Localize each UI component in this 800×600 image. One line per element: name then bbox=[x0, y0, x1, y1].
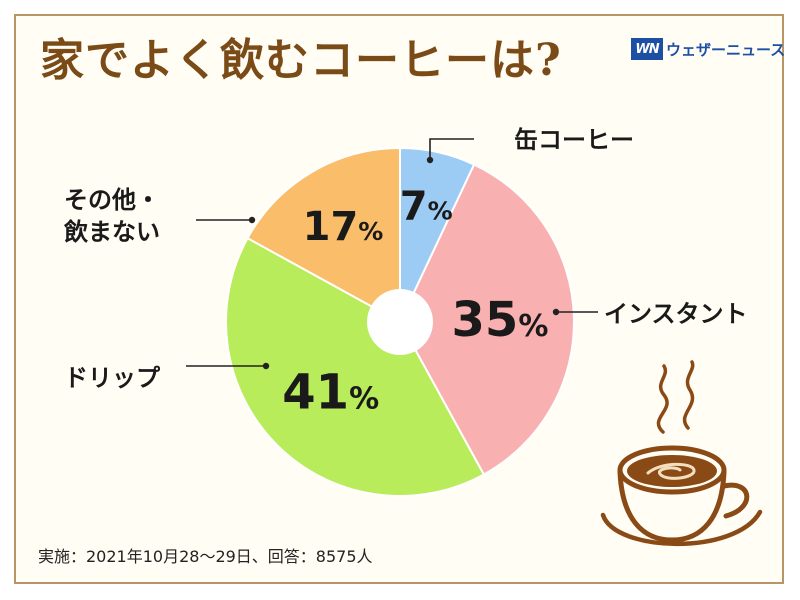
weathernews-logo-mark: WN bbox=[631, 38, 663, 60]
leader-dot-0 bbox=[426, 156, 434, 164]
slice-category-label-2: ドリップ bbox=[64, 364, 161, 392]
pie-slice-1 bbox=[398, 163, 575, 476]
leader-dot-1 bbox=[552, 308, 560, 316]
coffee-surface bbox=[627, 455, 717, 487]
survey-footnote: 実施：2021年10月28～29日、回答：8575人 bbox=[38, 547, 373, 566]
slice-value-label-2: 41% bbox=[282, 365, 379, 421]
donut-hole bbox=[367, 289, 433, 355]
pie-slices bbox=[225, 146, 575, 497]
chart-title: 家でよく飲むコーヒーは? bbox=[40, 35, 562, 86]
weathernews-logo-text: ウェザーニュース bbox=[666, 40, 786, 59]
slice-category-label-3-1: 飲まない bbox=[63, 218, 160, 246]
pie-labels: 7% 缶コーヒー 35% インスタント 41% ドリップ 17% その他・飲まない bbox=[63, 126, 748, 421]
slice-category-label-3-0: その他・ bbox=[64, 186, 160, 214]
slice-value-label-1: 35% bbox=[452, 292, 549, 348]
slice-category-label-1: インスタント bbox=[604, 300, 748, 328]
weathernews-logo: WN ウェザーニュース bbox=[631, 36, 785, 62]
pie-slice-3 bbox=[246, 146, 401, 324]
leader-line-0 bbox=[429, 138, 474, 160]
pie-slice-2 bbox=[225, 236, 486, 497]
leader-dot-3 bbox=[248, 216, 256, 224]
slice-value-label-3: 17% bbox=[303, 204, 384, 250]
slice-category-label-0: 缶コーヒー bbox=[514, 126, 634, 154]
coffee-cup-icon bbox=[600, 360, 763, 547]
leader-dot-2 bbox=[262, 362, 270, 370]
slice-value-label-0: 7% bbox=[400, 183, 453, 229]
